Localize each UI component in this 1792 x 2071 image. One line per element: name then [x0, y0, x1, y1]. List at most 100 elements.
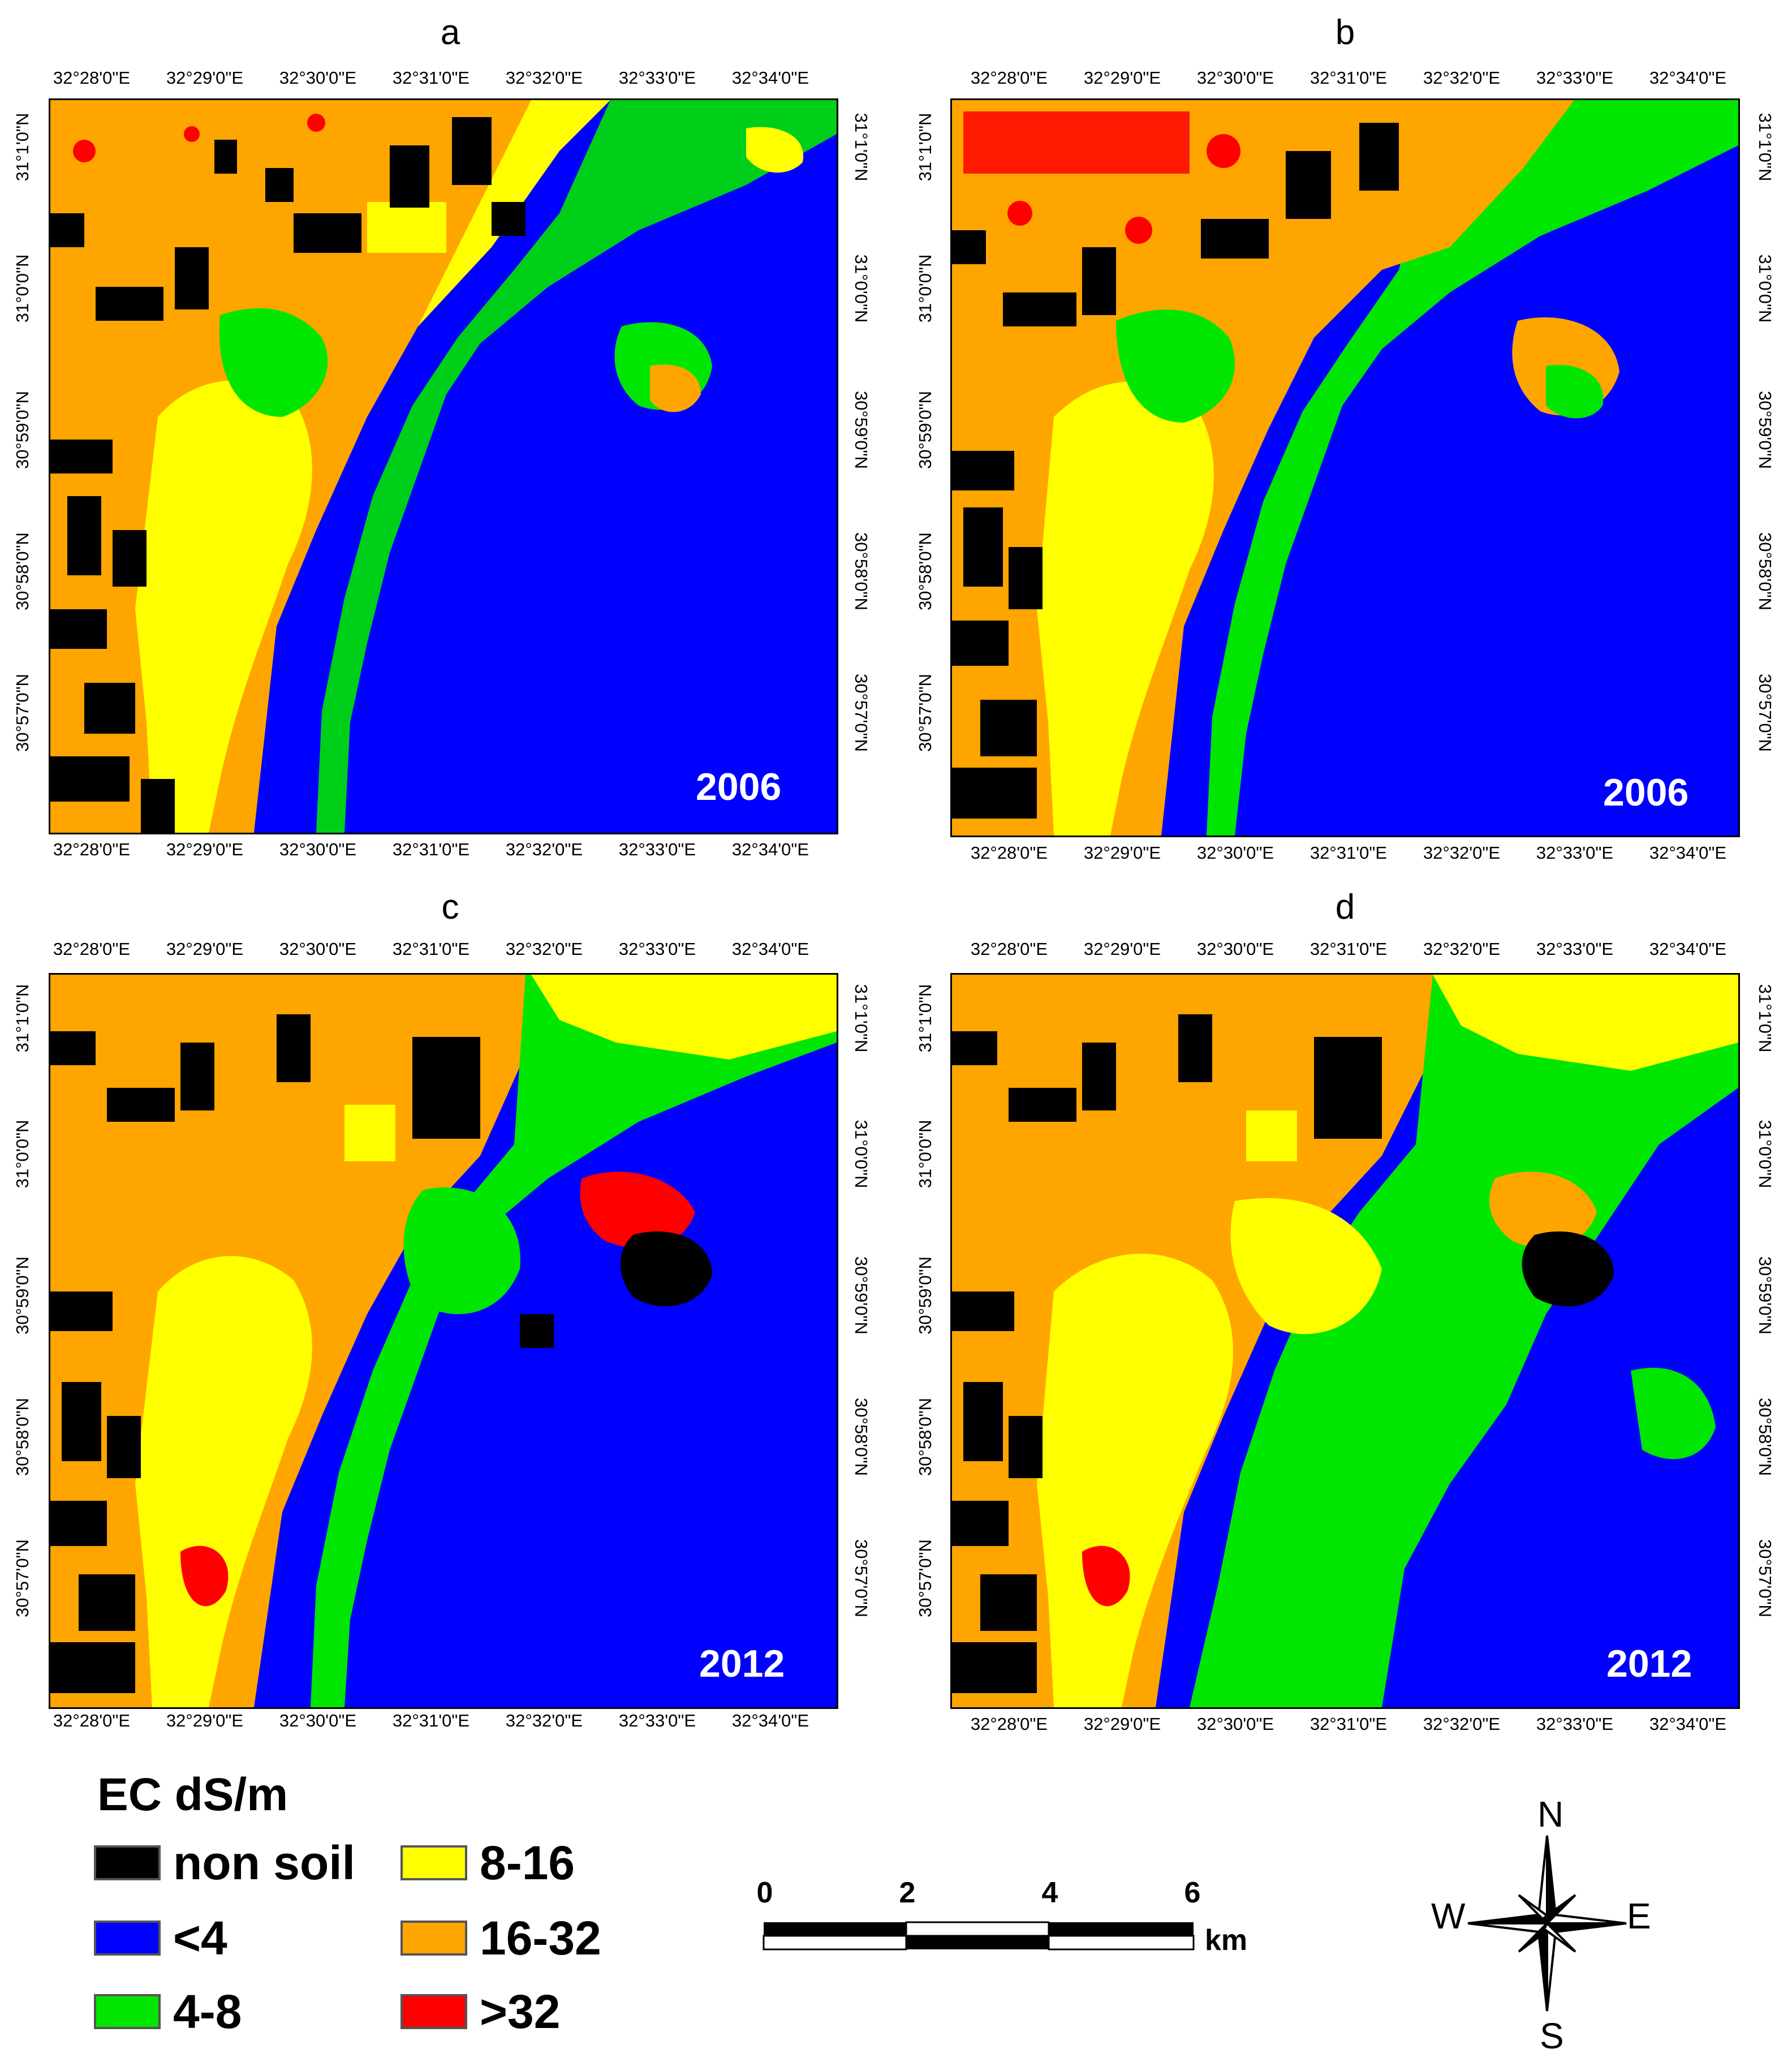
latitude-label: 30°59'0"N	[851, 391, 871, 469]
latitude-label: 30°57'0"N	[915, 1539, 935, 1617]
scale-tick-2: 2	[899, 1876, 916, 1909]
longitude-label: 32°31'0"E	[1309, 68, 1388, 88]
compass-n: N	[1537, 1794, 1564, 1835]
longitude-label: 32°31'0"E	[1309, 1714, 1388, 1734]
latitude-label: 31°0'0"N	[851, 254, 871, 323]
longitude-label: 32°32'0"E	[505, 68, 583, 88]
longitude-label: 32°34'0"E	[1649, 1714, 1727, 1734]
latitude-label: 30°59'0"N	[12, 1256, 32, 1334]
longitude-label: 32°30'0"E	[1196, 939, 1274, 959]
scale-tick-6: 6	[1184, 1876, 1201, 1909]
longitude-label: 32°29'0"E	[166, 68, 244, 88]
longitude-label: 32°32'0"E	[505, 939, 583, 959]
longitude-label: 32°34'0"E	[731, 839, 809, 859]
longitude-label: 32°33'0"E	[618, 939, 696, 959]
longitude-label: 32°33'0"E	[1536, 1714, 1614, 1734]
latitude-label: 30°57'0"N	[1755, 674, 1775, 752]
longitude-label: 32°28'0"E	[53, 839, 131, 859]
latitude-label: 31°1'0"N	[851, 113, 871, 182]
salinity-map-a	[49, 98, 838, 834]
latitude-label: 30°58'0"N	[915, 1398, 935, 1476]
longitude-label: 32°33'0"E	[1536, 939, 1614, 959]
latitude-label: 30°58'0"N	[12, 1398, 32, 1476]
latitude-label: 31°1'0"N	[915, 984, 935, 1053]
latitude-label: 30°57'0"N	[12, 1539, 32, 1617]
longitude-label: 32°28'0"E	[53, 68, 131, 88]
latitude-label: 30°57'0"N	[12, 674, 32, 752]
longitude-label: 32°29'0"E	[166, 1711, 244, 1730]
longitude-label: 32°28'0"E	[53, 939, 131, 959]
longitude-label: 32°30'0"E	[279, 1711, 357, 1730]
map-panel-d: d 2012	[896, 871, 1792, 1742]
longitude-label: 32°32'0"E	[1423, 939, 1501, 959]
scale-tick-0: 0	[756, 1876, 773, 1909]
latitude-label: 30°57'0"N	[1755, 1539, 1775, 1617]
latitude-label: 30°59'0"N	[12, 391, 32, 469]
longitude-label: 32°28'0"E	[970, 843, 1048, 863]
legend-label: non soil	[173, 1836, 355, 1889]
compass-e: E	[1627, 1896, 1651, 1936]
longitude-label: 32°31'0"E	[392, 839, 470, 859]
longitude-label: 32°29'0"E	[1083, 1714, 1161, 1734]
latitude-label: 31°1'0"N	[1755, 113, 1775, 182]
latitude-label: 31°0'0"N	[915, 1120, 935, 1189]
longitude-label: 32°29'0"E	[166, 939, 244, 959]
longitude-label: 32°34'0"E	[731, 1711, 809, 1730]
longitude-label: 32°32'0"E	[505, 1711, 583, 1730]
longitude-label: 32°28'0"E	[970, 939, 1048, 959]
latitude-label: 31°0'0"N	[915, 254, 935, 323]
map-panel-c: c 2012	[0, 871, 896, 1742]
longitude-label: 32°32'0"E	[1423, 68, 1501, 88]
longitude-label: 32°28'0"E	[53, 1711, 131, 1730]
longitude-label: 32°31'0"E	[1309, 843, 1388, 863]
legend-item-non-soil: non soil	[94, 1836, 355, 1889]
longitude-label: 32°29'0"E	[166, 839, 244, 859]
longitude-label: 32°29'0"E	[1083, 843, 1161, 863]
legend-item-gt32: >32	[400, 1985, 561, 2038]
compass-s: S	[1540, 2016, 1564, 2056]
panel-letter: d	[1335, 888, 1355, 927]
longitude-label: 32°31'0"E	[1309, 939, 1388, 959]
longitude-label: 32°32'0"E	[1423, 843, 1501, 863]
longitude-label: 32°28'0"E	[970, 1714, 1048, 1734]
longitude-label: 32°31'0"E	[392, 68, 470, 88]
longitude-label: 32°30'0"E	[279, 68, 357, 88]
longitude-label: 32°30'0"E	[1196, 1714, 1274, 1734]
longitude-label: 32°33'0"E	[618, 68, 696, 88]
latitude-label: 30°57'0"N	[851, 1539, 871, 1617]
legend-label: >32	[480, 1984, 561, 2038]
longitude-label: 32°33'0"E	[618, 839, 696, 859]
latitude-label: 31°1'0"N	[915, 113, 935, 182]
legend-swatch	[400, 1845, 467, 1880]
legend-item-8-16: 8-16	[400, 1836, 575, 1889]
longitude-label: 32°32'0"E	[1423, 1714, 1501, 1734]
longitude-label: 32°31'0"E	[392, 1711, 470, 1730]
longitude-label: 32°29'0"E	[1083, 68, 1161, 88]
longitude-label: 32°30'0"E	[279, 939, 357, 959]
legend-label: 8-16	[480, 1836, 575, 1889]
longitude-label: 32°33'0"E	[618, 1711, 696, 1730]
latitude-label: 30°59'0"N	[915, 1256, 935, 1334]
latitude-label: 30°58'0"N	[851, 1398, 871, 1476]
compass-w: W	[1431, 1896, 1466, 1936]
legend-label: <4	[173, 1911, 227, 1965]
legend-swatch	[94, 1994, 161, 2029]
panel-letter: c	[441, 888, 459, 927]
scale-unit: km	[1205, 1924, 1248, 1957]
legend-item-16-32: 16-32	[400, 1911, 601, 1965]
longitude-label: 32°29'0"E	[1083, 939, 1161, 959]
legend-title: EC dS/m	[97, 1769, 288, 1820]
latitude-label: 30°59'0"N	[851, 1256, 871, 1334]
legend-swatch	[94, 1845, 161, 1880]
longitude-label: 32°33'0"E	[1536, 68, 1614, 88]
latitude-label: 30°59'0"N	[915, 391, 935, 469]
compass-rose-icon	[1467, 1835, 1627, 2012]
legend-label: 4-8	[173, 1984, 242, 2038]
salinity-map-b	[950, 98, 1740, 837]
longitude-label: 32°30'0"E	[1196, 843, 1274, 863]
longitude-label: 32°34'0"E	[1649, 843, 1727, 863]
latitude-label: 31°0'0"N	[1755, 1120, 1775, 1189]
longitude-label: 32°33'0"E	[1536, 843, 1614, 863]
latitude-label: 31°1'0"N	[1755, 984, 1775, 1053]
latitude-label: 30°59'0"N	[1755, 391, 1775, 469]
